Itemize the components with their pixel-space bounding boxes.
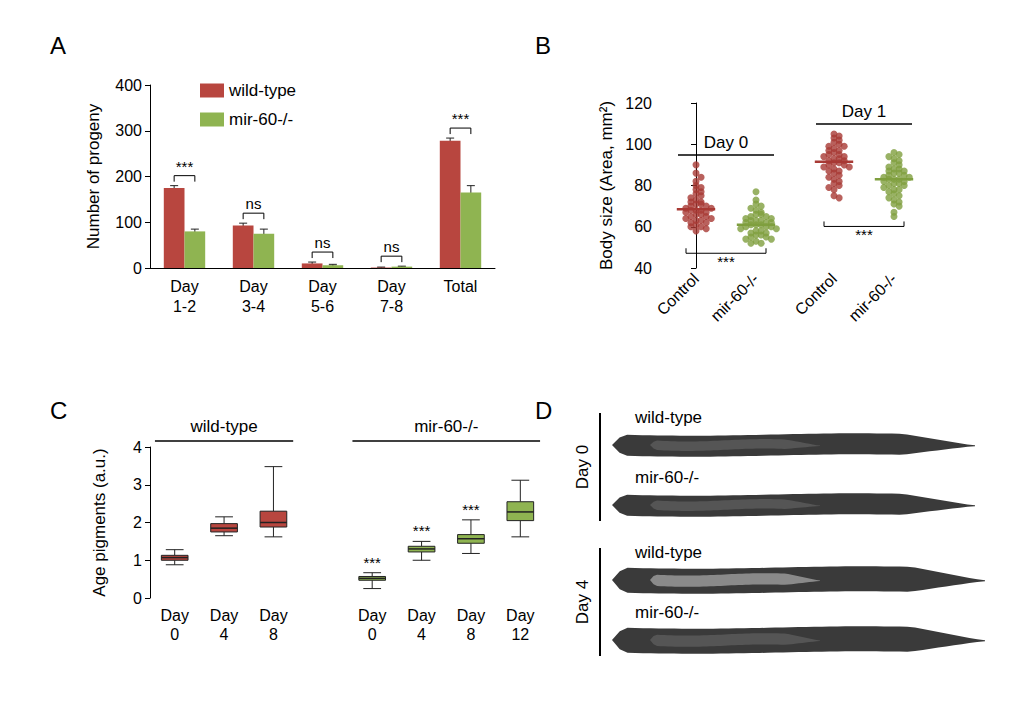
svg-text:300: 300 xyxy=(115,122,142,139)
svg-text:wild-type: wild-type xyxy=(190,417,258,436)
svg-text:100: 100 xyxy=(625,136,652,153)
svg-text:B: B xyxy=(535,32,551,59)
svg-text:1-2: 1-2 xyxy=(173,298,196,315)
svg-text:7-8: 7-8 xyxy=(380,298,403,315)
svg-text:0: 0 xyxy=(133,590,142,607)
svg-text:4: 4 xyxy=(417,626,426,643)
svg-text:***: *** xyxy=(855,226,873,243)
svg-text:***: *** xyxy=(363,554,381,571)
svg-text:ns: ns xyxy=(384,238,400,255)
svg-text:wild-type: wild-type xyxy=(634,408,702,427)
svg-text:***: *** xyxy=(452,110,470,127)
svg-text:3: 3 xyxy=(133,476,142,493)
svg-text:Day 0: Day 0 xyxy=(704,133,748,152)
svg-text:D: D xyxy=(535,397,552,424)
svg-text:400: 400 xyxy=(115,77,142,94)
svg-text:C: C xyxy=(50,397,67,424)
svg-text:Day: Day xyxy=(457,607,485,624)
svg-text:Day 4: Day 4 xyxy=(573,580,592,624)
svg-text:Age pigments (a.u.): Age pigments (a.u.) xyxy=(90,448,109,596)
svg-text:Body size (Area, mm²): Body size (Area, mm²) xyxy=(597,101,616,270)
svg-text:***: *** xyxy=(462,501,480,518)
svg-text:mir-60-/-: mir-60-/- xyxy=(845,270,900,325)
svg-text:mir-60-/-: mir-60-/- xyxy=(414,417,478,436)
svg-text:40: 40 xyxy=(634,260,652,277)
svg-text:120: 120 xyxy=(625,95,652,112)
svg-text:Day: Day xyxy=(308,278,336,295)
svg-text:wild-type: wild-type xyxy=(634,543,702,562)
svg-text:Day: Day xyxy=(160,607,188,624)
svg-text:0: 0 xyxy=(170,626,179,643)
svg-text:***: *** xyxy=(717,253,735,270)
svg-text:Day: Day xyxy=(407,607,435,624)
svg-text:Day: Day xyxy=(239,278,267,295)
svg-text:mir-60-/-: mir-60-/- xyxy=(229,110,293,129)
svg-text:80: 80 xyxy=(634,177,652,194)
svg-text:ns: ns xyxy=(246,195,262,212)
svg-text:Control: Control xyxy=(654,270,702,318)
svg-text:Day: Day xyxy=(506,607,534,624)
svg-text:Total: Total xyxy=(444,278,478,295)
svg-text:Day: Day xyxy=(259,607,287,624)
svg-text:Day 0: Day 0 xyxy=(573,445,592,489)
svg-text:Day 1: Day 1 xyxy=(842,102,886,121)
svg-text:Number of progeny: Number of progeny xyxy=(84,103,103,249)
svg-text:Day: Day xyxy=(210,607,238,624)
svg-text:4: 4 xyxy=(133,439,142,456)
svg-text:mir-60-/-: mir-60-/- xyxy=(635,468,699,487)
svg-text:Day: Day xyxy=(377,278,405,295)
svg-text:Day: Day xyxy=(358,607,386,624)
svg-text:***: *** xyxy=(413,522,431,539)
svg-text:100: 100 xyxy=(115,214,142,231)
svg-text:2: 2 xyxy=(133,514,142,531)
svg-text:60: 60 xyxy=(634,218,652,235)
svg-text:1: 1 xyxy=(133,552,142,569)
svg-text:8: 8 xyxy=(466,626,475,643)
svg-text:0: 0 xyxy=(368,626,377,643)
svg-text:5-6: 5-6 xyxy=(311,298,334,315)
svg-text:8: 8 xyxy=(269,626,278,643)
svg-text:0: 0 xyxy=(133,260,142,277)
svg-text:ns: ns xyxy=(315,234,331,251)
svg-text:mir-60-/-: mir-60-/- xyxy=(635,603,699,622)
svg-text:wild-type: wild-type xyxy=(228,81,296,100)
svg-text:4: 4 xyxy=(220,626,229,643)
svg-text:mir-60-/-: mir-60-/- xyxy=(707,270,762,325)
svg-text:Day: Day xyxy=(170,278,198,295)
svg-text:3-4: 3-4 xyxy=(242,298,265,315)
svg-text:Control: Control xyxy=(792,270,840,318)
svg-text:A: A xyxy=(50,32,66,59)
svg-text:200: 200 xyxy=(115,168,142,185)
svg-text:12: 12 xyxy=(511,626,529,643)
svg-text:***: *** xyxy=(176,158,194,175)
